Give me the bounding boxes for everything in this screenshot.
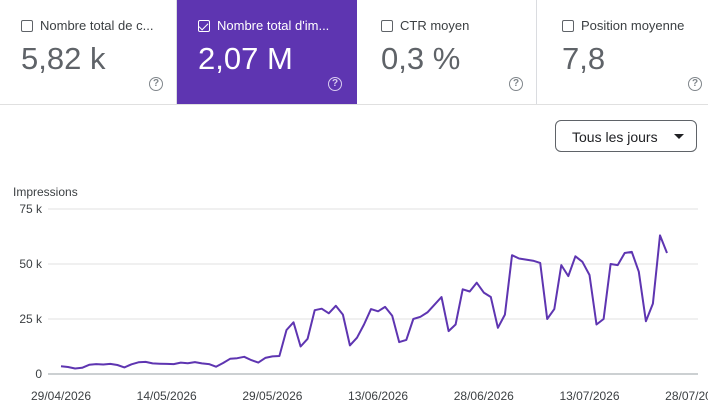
impressions-chart: 75 k 50 k 25 k 0 29/04/2026 14/05/2026 29/05/…: [19, 202, 708, 403]
metric-value: 5,82 k: [21, 41, 106, 76]
help-icon[interactable]: ?: [688, 77, 702, 91]
x-tick-label: 28/06/2026: [454, 389, 514, 403]
metric-value: 2,07 M: [198, 41, 293, 76]
help-icon[interactable]: ?: [509, 77, 523, 91]
help-icon[interactable]: ?: [149, 77, 163, 91]
x-tick-label: 29/05/2026: [242, 389, 302, 403]
y-tick-label: 0: [35, 367, 42, 381]
metric-cards: Nombre total de c... 5,82 k ? Nombre tot…: [0, 0, 708, 104]
impressions-series-line: [60, 234, 668, 370]
y-tick-label: 75 k: [19, 202, 43, 216]
metric-label: Nombre total d'im...: [217, 18, 330, 33]
x-tick-label: 14/05/2026: [137, 389, 197, 403]
x-tick-label: 13/07/2026: [559, 389, 619, 403]
metric-card-ctr[interactable]: CTR moyen 0,3 % ?: [357, 0, 537, 104]
caret-down-icon: [674, 134, 684, 139]
metric-label: Nombre total de c...: [40, 18, 154, 33]
date-granularity-dropdown[interactable]: Tous les jours: [555, 120, 697, 152]
x-tick-label: 29/04/2026: [31, 389, 91, 403]
x-tick-label: 28/07/2026: [665, 389, 708, 403]
help-icon[interactable]: ?: [328, 77, 342, 91]
y-tick-labels: 75 k 50 k 25 k 0: [19, 202, 43, 381]
metric-label: Position moyenne: [581, 18, 685, 33]
checkbox-icon[interactable]: [21, 20, 33, 32]
y-tick-label: 50 k: [19, 257, 43, 271]
metric-label: CTR moyen: [400, 18, 470, 33]
chart-grid: [48, 208, 698, 375]
y-axis-title: Impressions: [13, 185, 78, 199]
x-tick-labels: 29/04/2026 14/05/2026 29/05/2026 13/06/2026…: [31, 389, 708, 403]
metric-value: 0,3 %: [381, 41, 461, 76]
metric-card-position[interactable]: Position moyenne 7,8 ?: [537, 0, 708, 104]
metric-card-clicks[interactable]: Nombre total de c... 5,82 k ?: [0, 0, 177, 104]
y-tick-label: 25 k: [19, 312, 43, 326]
checkbox-icon[interactable]: [562, 20, 574, 32]
divider: [0, 104, 708, 105]
metric-card-impressions[interactable]: Nombre total d'im... 2,07 M ?: [177, 0, 357, 104]
checkbox-icon[interactable]: [381, 20, 393, 32]
metric-value: 7,8: [562, 41, 606, 76]
checkbox-checked-icon[interactable]: [198, 20, 210, 32]
x-tick-label: 13/06/2026: [348, 389, 408, 403]
dropdown-label: Tous les jours: [572, 129, 658, 145]
